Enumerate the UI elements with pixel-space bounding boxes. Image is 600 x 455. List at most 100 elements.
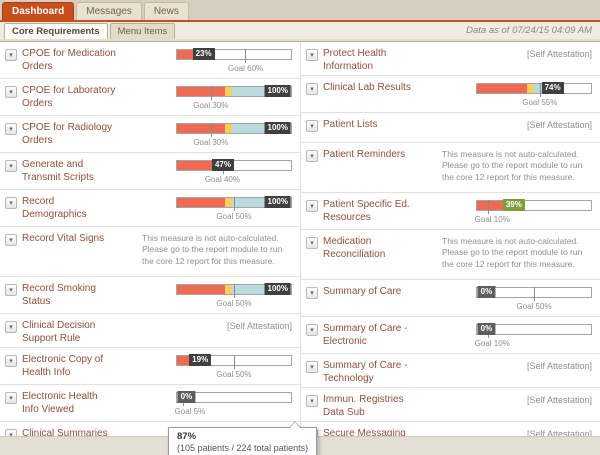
expand-toggle[interactable]: ▾ [5, 321, 17, 333]
progress-gauge: 39% Goal 10% [475, 199, 592, 227]
goal-marker [539, 83, 541, 97]
chevron-down-icon: ▾ [9, 286, 13, 294]
chevron-down-icon: ▾ [9, 323, 13, 331]
measure-row: ▾ Immun. Registries Data Sub [Self Attes… [301, 388, 600, 422]
measure-row: ▾ Patient Lists [Self Attestation] [301, 113, 600, 143]
expand-toggle[interactable]: ▾ [306, 120, 318, 132]
progress-gauge: 0% Goal 10% [475, 323, 592, 351]
goal-marker [234, 355, 235, 369]
clinical-summaries-tooltip: 87% (105 patients / 224 total patients) [168, 421, 318, 455]
expand-toggle[interactable]: ▾ [306, 324, 318, 336]
gauge-track: 39% [476, 199, 592, 214]
goal-label: Goal 30% [193, 138, 229, 147]
gauge-track: 100% [176, 196, 292, 211]
goal-label: Goal 50% [216, 370, 252, 379]
tooltip-percent: 87% [177, 431, 197, 442]
progress-gauge: 19% Goal 50% [176, 354, 292, 382]
expand-toggle[interactable]: ▾ [306, 83, 318, 95]
measure-row: ▾ Record Demographics 100% Goal 50% [0, 190, 300, 227]
expand-toggle[interactable]: ▾ [5, 49, 17, 61]
expand-toggle[interactable]: ▾ [306, 395, 318, 407]
gauge-blue-zone [231, 87, 291, 96]
goal-marker [211, 86, 213, 100]
percent-badge: 47% [211, 159, 234, 171]
chevron-down-icon: ▾ [9, 162, 13, 170]
measure-label: Record Vital Signs [22, 233, 105, 244]
expand-toggle[interactable]: ▾ [306, 200, 318, 212]
percent-badge: 0% [477, 323, 496, 335]
goal-marker [234, 197, 235, 211]
measure-row: ▾ CPOE for Laboratory Orders 100% Goal 3… [0, 79, 300, 116]
chevron-down-icon: ▾ [9, 394, 13, 402]
measure-row: ▾ Protect Health Information [Self Attes… [301, 42, 600, 76]
measure-row: ▾ Secure Messaging [Self Attestation] [301, 422, 600, 437]
expand-toggle[interactable]: ▾ [5, 392, 17, 404]
gauge-yellow-zone [224, 124, 232, 133]
gauge-red-zone [177, 161, 223, 170]
tab-dashboard[interactable]: Dashboard [2, 2, 75, 20]
measure-row: ▾ Summary of Care - Electronic 0% Goal 1… [301, 317, 600, 354]
chevron-down-icon: ▾ [9, 357, 13, 365]
tab-news[interactable]: News [143, 2, 189, 20]
percent-badge: 0% [477, 286, 496, 298]
chevron-down-icon: ▾ [310, 326, 314, 334]
core-requirements-panel: ▾ CPOE for Medication Orders 23% Goal 60… [0, 41, 600, 437]
measure-row: ▾ CPOE for Medication Orders 23% Goal 60… [0, 42, 300, 79]
measure-label: Clinical Lab Results [323, 82, 411, 93]
chevron-down-icon: ▾ [310, 289, 314, 297]
gauge-track: 0% [476, 286, 592, 301]
self-attestation-text: [Self Attestation] [226, 321, 292, 331]
progress-gauge: 0% Goal 50% [476, 286, 592, 314]
measure-row: ▾ Clinical Lab Results 74% Goal 55% [301, 76, 600, 113]
expand-toggle[interactable]: ▾ [5, 197, 17, 209]
gauge-yellow-zone [527, 84, 534, 93]
expand-toggle[interactable]: ▾ [5, 234, 17, 246]
not-auto-calculated-note: This measure is not auto-calculated. Ple… [442, 149, 583, 182]
gauge-track: 100% [176, 122, 292, 137]
expand-toggle[interactable]: ▾ [306, 150, 318, 162]
tab-menu-items[interactable]: Menu Items [109, 22, 176, 39]
tab-messages[interactable]: Messages [76, 2, 142, 20]
expand-toggle[interactable]: ▾ [5, 355, 17, 367]
gauge-track: 23% [176, 48, 292, 63]
measure-row: ▾ Generate and Transmit Scripts 47% Goal… [0, 153, 300, 190]
expand-toggle[interactable]: ▾ [306, 49, 318, 61]
expand-toggle[interactable]: ▾ [306, 237, 318, 249]
not-auto-calculated-note: This measure is not auto-calculated. Ple… [442, 236, 583, 269]
gauge-red-zone [177, 285, 225, 294]
goal-label: Goal 5% [174, 407, 206, 416]
self-attestation-text: [Self Attestation] [526, 429, 592, 437]
measure-label: Protect Health Information [323, 48, 387, 72]
goal-label: Goal 30% [193, 101, 229, 110]
gauge-track: 19% [176, 354, 292, 369]
chevron-down-icon: ▾ [9, 51, 13, 59]
goal-label: Goal 40% [204, 175, 240, 184]
expand-toggle[interactable]: ▾ [306, 361, 318, 373]
progress-gauge: 100% Goal 50% [176, 283, 292, 311]
measure-row: ▾ CPOE for Radiology Orders 100% Goal 30… [0, 116, 300, 153]
expand-toggle[interactable]: ▾ [5, 160, 17, 172]
goal-label: Goal 50% [516, 302, 552, 311]
gauge-blue-zone [231, 285, 291, 294]
gauge-blue-zone [231, 124, 291, 133]
measure-label: Electronic Health Info Viewed [22, 391, 98, 415]
measure-label: Generate and Transmit Scripts [22, 159, 94, 183]
gauge-yellow-zone [224, 87, 232, 96]
progress-gauge: 47% Goal 40% [176, 159, 292, 187]
expand-toggle[interactable]: ▾ [5, 86, 17, 98]
expand-toggle[interactable]: ▾ [5, 284, 17, 296]
expand-toggle[interactable]: ▾ [5, 123, 17, 135]
gauge-blue-zone [231, 198, 291, 207]
measure-label: Clinical Summaries [22, 428, 108, 437]
measure-label: Immun. Registries Data Sub [323, 394, 404, 418]
measure-row: ▾ Patient Reminders This measure is not … [301, 143, 600, 193]
goal-marker [245, 49, 247, 63]
tab-core-requirements[interactable]: Core Requirements [4, 22, 108, 39]
expand-toggle[interactable]: ▾ [306, 287, 318, 299]
self-attestation-text: [Self Attestation] [526, 361, 592, 371]
chevron-down-icon: ▾ [310, 85, 314, 93]
progress-gauge: 100% Goal 30% [176, 85, 292, 113]
chevron-down-icon: ▾ [310, 397, 314, 405]
measure-row: ▾ Summary of Care 0% Goal 50% [301, 280, 600, 317]
expand-toggle[interactable]: ▾ [5, 429, 17, 436]
